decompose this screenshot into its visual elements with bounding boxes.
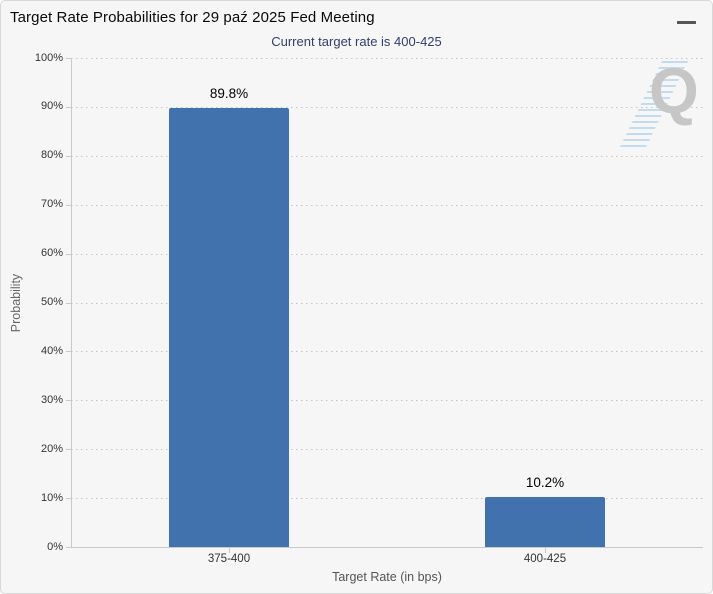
y-axis-tick [66, 449, 71, 451]
y-axis-tick-label: 40% [40, 344, 63, 357]
y-axis-tick [66, 302, 71, 304]
y-gridline [71, 155, 703, 157]
y-axis-tick-label: 10% [40, 491, 63, 504]
y-axis-tick-label: 70% [40, 198, 63, 211]
y-axis-tick [66, 253, 71, 255]
y-axis-tick-label: 90% [40, 100, 63, 113]
bar-375-400[interactable] [169, 107, 289, 547]
bar-400-425[interactable] [485, 497, 605, 547]
y-gridline [71, 351, 703, 353]
x-axis-tick [229, 548, 230, 553]
y-axis-tick-label: 20% [40, 442, 63, 455]
y-axis-tick [66, 204, 71, 206]
y-gridline [71, 302, 703, 304]
x-axis-category-label: 400-425 [523, 553, 567, 565]
y-gridline [71, 253, 703, 255]
y-gridline [71, 58, 703, 59]
chart-title: Target Rate Probabilities for 29 paź 202… [10, 9, 375, 26]
y-axis-tick [66, 547, 71, 548]
y-axis-tick [66, 400, 71, 402]
y-axis-tick [66, 58, 71, 59]
y-gridline [71, 106, 703, 108]
y-axis-tick-label: 0% [47, 540, 63, 553]
y-axis-tick [66, 106, 71, 108]
y-axis-tick-label: 50% [40, 296, 63, 308]
y-gridline [71, 449, 703, 451]
chart-context-menu-button[interactable] [674, 7, 700, 31]
y-axis-tick-label: 80% [40, 149, 63, 162]
x-axis-category-label: 375-400 [207, 553, 251, 565]
y-axis-tick-label: 30% [40, 393, 63, 406]
y-axis-tick-label: 100% [34, 51, 63, 64]
x-axis-tick [545, 548, 546, 553]
y-gridline [71, 400, 703, 402]
x-axis-line [66, 547, 703, 548]
y-axis-tick [66, 498, 71, 500]
chart-subtitle: Current target rate is 400-425 [271, 34, 442, 49]
x-axis-title: Target Rate (in bps) [332, 570, 442, 584]
y-gridline [71, 204, 703, 206]
y-axis-tick [66, 351, 71, 353]
watermark-q-logo-icon: Q [649, 55, 699, 127]
y-axis-line [71, 58, 72, 547]
bar-value-label: 89.8% [209, 85, 249, 101]
y-axis-tick-label: 60% [40, 247, 63, 260]
bar-value-label: 10.2% [525, 475, 565, 491]
y-axis-tick [66, 155, 71, 157]
y-gridline [71, 498, 703, 500]
